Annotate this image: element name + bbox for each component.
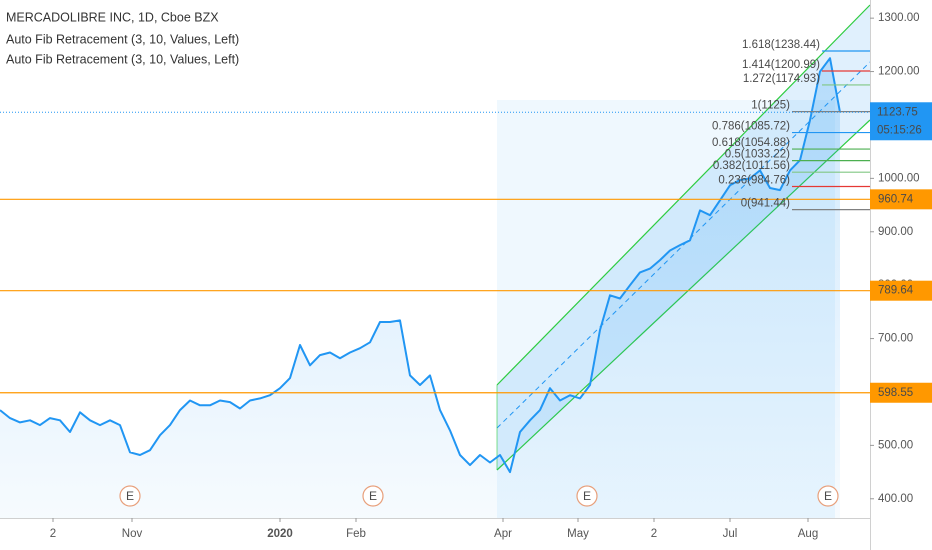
- price-area: [0, 58, 840, 518]
- y-tick-label: 1300.00: [878, 12, 920, 24]
- price-badge: [870, 189, 932, 210]
- y-tick-label: 700.00: [878, 333, 913, 345]
- event-label: E: [583, 489, 591, 503]
- event-label: E: [126, 489, 134, 503]
- event-marker: [119, 485, 141, 507]
- x-tick-label: Aug: [798, 528, 818, 540]
- price-badge: [870, 280, 932, 301]
- event-marker: [576, 485, 598, 507]
- fib-label: 0.236(984.76): [718, 175, 790, 187]
- y-tick-label: 1200.00: [878, 66, 920, 78]
- fib-label: 1.272(1174.93): [743, 73, 820, 85]
- channel-upper: [496, 4, 871, 386]
- fib-label: 0.618(1054.88): [712, 137, 790, 149]
- price-line: [0, 57, 841, 474]
- event-label: E: [369, 489, 377, 503]
- countdown-label: 05:15:26: [877, 124, 922, 136]
- indicator-label: Auto Fib Retracement (3, 10, Values, Lef…: [6, 52, 239, 66]
- fib-label: 1(1125): [751, 100, 790, 112]
- chart-title: MERCADOLIBRE INC, 1D, Cboe BZX: [6, 10, 219, 24]
- last-price-badge: [870, 102, 932, 141]
- y-tick-label: 400.00: [878, 493, 913, 505]
- fib-label: 0(941.44): [741, 198, 790, 210]
- price-badge-label: 960.74: [878, 193, 914, 205]
- fib-label: 0.5(1033.22): [725, 149, 790, 161]
- price-badge: [870, 382, 932, 403]
- y-tick-label: 1000.00: [878, 172, 920, 184]
- event-marker: [362, 485, 384, 507]
- last-price-label: 1123.75: [877, 106, 918, 118]
- fib-label: 0.382(1011.56): [713, 160, 790, 172]
- x-tick-label: Jul: [723, 528, 738, 540]
- price-badge-label: 598.55: [878, 387, 913, 399]
- y-tick-label: 500.00: [878, 439, 913, 451]
- event-marker: [817, 485, 839, 507]
- x-tick-label: Feb: [346, 528, 366, 540]
- x-tick-label: 2: [651, 528, 657, 540]
- x-tick-label: 2020: [267, 528, 293, 540]
- plot: [0, 57, 841, 518]
- fib-label: 1.618(1238.44): [742, 39, 820, 51]
- y-tick-label: 900.00: [878, 226, 913, 238]
- x-tick-label: May: [567, 528, 589, 540]
- fib-label: 1.414(1200.99): [742, 59, 820, 71]
- x-tick-label: Nov: [122, 528, 143, 540]
- fib-label: 0.786(1085.72): [712, 121, 790, 133]
- x-tick-label: 2: [50, 528, 56, 540]
- x-tick-label: Apr: [494, 528, 512, 540]
- event-label: E: [824, 489, 832, 503]
- price-badge-label: 789.64: [878, 285, 914, 297]
- channel-fill: [497, 5, 870, 470]
- indicator-label: Auto Fib Retracement (3, 10, Values, Lef…: [6, 32, 239, 46]
